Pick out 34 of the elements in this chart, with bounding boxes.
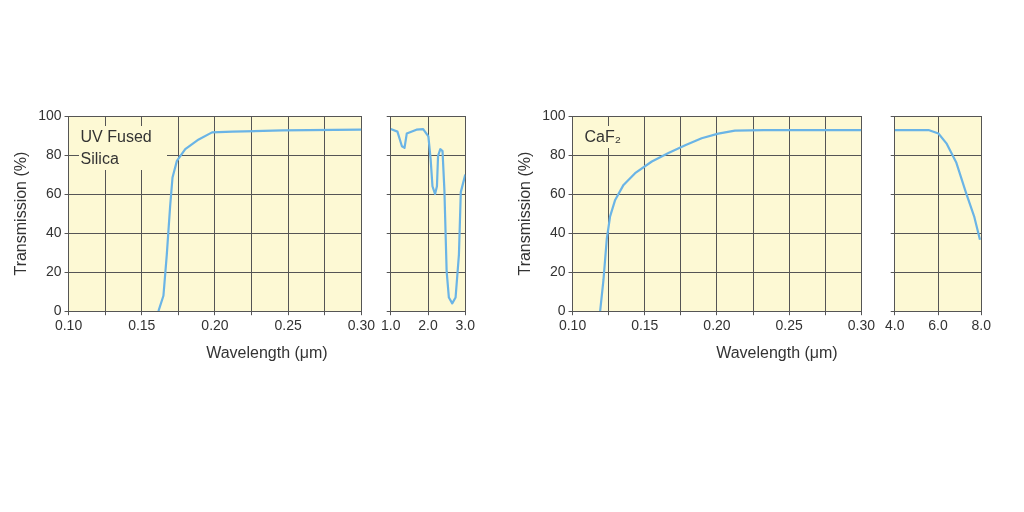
y-axis-title: Transmission (%) xyxy=(12,151,30,276)
x-tick-label: 0.25 xyxy=(274,317,303,334)
annotation: CaF₂ xyxy=(582,126,623,148)
y-tick-label: 0 xyxy=(557,302,566,319)
x-tick-label: 0.15 xyxy=(631,317,659,334)
x-tick-label: 0.10 xyxy=(54,317,83,334)
y-tick-label: 60 xyxy=(549,184,566,201)
annotation: UV Fused Silica xyxy=(78,126,167,170)
y-tick-label: 20 xyxy=(45,263,62,280)
x-tick-label: 1.0 xyxy=(381,317,401,334)
x-tick-label: 3.0 xyxy=(455,317,476,334)
y-tick-label: 100 xyxy=(38,106,62,123)
y-tick-label: 20 xyxy=(549,263,566,280)
y-tick-label: 80 xyxy=(549,145,566,162)
y-tick-label: 100 xyxy=(542,106,566,123)
x-tick-label: 8.0 xyxy=(971,317,992,334)
x-tick-label: 0.30 xyxy=(347,317,376,334)
x-tick-label: 0.25 xyxy=(775,317,804,334)
x-tick-label: 2.0 xyxy=(418,317,438,334)
x-tick-label: 0.20 xyxy=(201,317,229,334)
y-tick-label: 80 xyxy=(45,145,62,162)
x-tick-label: 4.0 xyxy=(885,317,905,334)
x-axis-title: Wavelength (μm) xyxy=(715,344,839,362)
y-tick-label: 0 xyxy=(53,302,62,319)
x-tick-label: 6.0 xyxy=(928,317,948,334)
x-tick-label: 0.20 xyxy=(703,317,731,334)
x-tick-label: 0.15 xyxy=(128,317,156,334)
y-tick-label: 40 xyxy=(549,223,566,240)
y-tick-label: 60 xyxy=(45,184,62,201)
x-tick-label: 0.10 xyxy=(558,317,587,334)
x-tick-label: 0.30 xyxy=(847,317,876,334)
y-tick-label: 40 xyxy=(45,223,62,240)
y-axis-title: Transmission (%) xyxy=(516,151,534,276)
x-axis-title: Wavelength (μm) xyxy=(205,344,329,362)
